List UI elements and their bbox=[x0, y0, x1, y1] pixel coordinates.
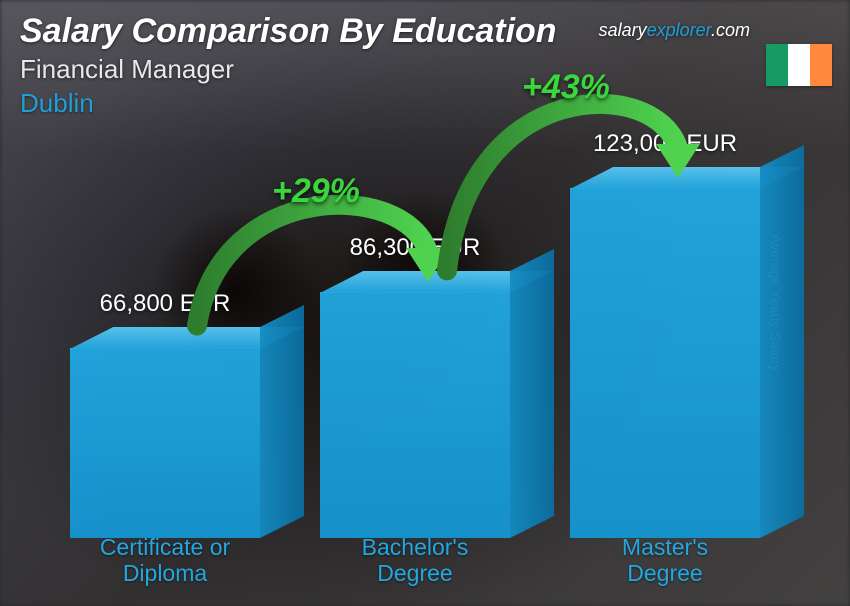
bar bbox=[70, 348, 260, 538]
bar-group bbox=[320, 292, 510, 538]
bar-value-label: 66,800 EUR bbox=[55, 290, 275, 318]
watermark: salaryexplorer.com bbox=[599, 20, 750, 41]
bar-group bbox=[70, 348, 260, 538]
bar-chart: 66,800 EURCertificate orDiploma86,300 EU… bbox=[60, 66, 800, 586]
increase-percent-label: +43% bbox=[522, 68, 610, 107]
bar bbox=[570, 188, 760, 538]
bar-category-label: Bachelor'sDegree bbox=[300, 535, 530, 586]
bar-value-label: 123,000 EUR bbox=[555, 130, 775, 158]
bar bbox=[320, 292, 510, 538]
watermark-suffix: .com bbox=[711, 20, 750, 40]
increase-percent-label: +29% bbox=[272, 172, 360, 211]
infographic: Salary Comparison By Education Financial… bbox=[0, 0, 850, 606]
bar-category-label: Master'sDegree bbox=[550, 535, 780, 586]
flag-stripe-orange bbox=[810, 44, 832, 86]
watermark-accent: explorer bbox=[647, 20, 711, 40]
bar-category-label: Certificate orDiploma bbox=[50, 535, 280, 586]
chart-title: Salary Comparison By Education bbox=[20, 12, 557, 51]
watermark-prefix: salary bbox=[599, 20, 647, 40]
bar-value-label: 86,300 EUR bbox=[305, 234, 525, 262]
bar-group bbox=[570, 188, 760, 538]
